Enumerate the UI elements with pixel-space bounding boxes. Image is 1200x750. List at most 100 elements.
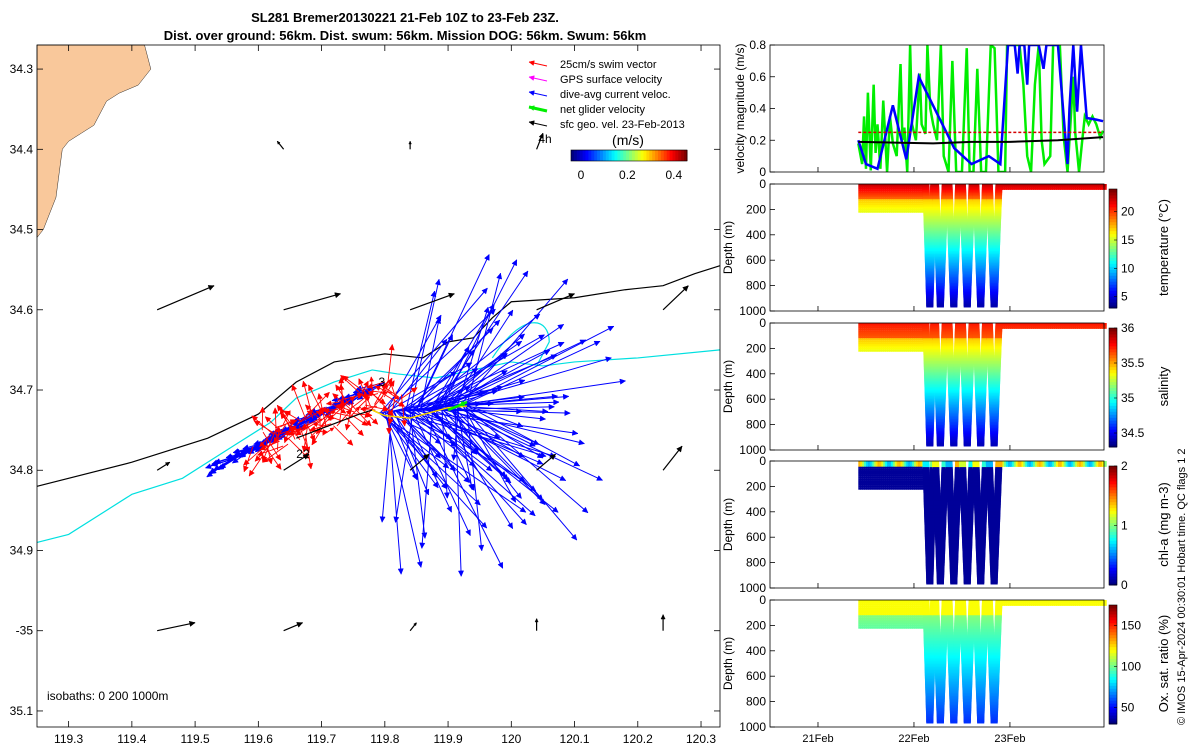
section-cell — [1057, 462, 1061, 465]
section-cell — [873, 206, 877, 209]
section-cell — [1046, 464, 1050, 467]
section-cell — [960, 365, 968, 369]
section-cell — [912, 338, 915, 341]
section-cell — [890, 481, 894, 484]
section-cell — [898, 340, 902, 343]
current-vector — [466, 272, 503, 405]
section-cell — [1067, 185, 1071, 188]
section-cell — [871, 485, 875, 488]
section-cell — [986, 348, 994, 352]
section-cell — [934, 517, 942, 521]
section-cell — [950, 441, 958, 445]
x-tick-label: 119.5 — [181, 732, 210, 746]
speed-colorbar-cell — [626, 150, 630, 161]
section-cell — [923, 344, 931, 348]
section-cell — [990, 440, 998, 444]
section-cell — [987, 214, 995, 218]
section-cell — [860, 195, 863, 198]
section-cell — [902, 330, 906, 333]
section-cell — [910, 203, 913, 206]
section-cell — [922, 323, 930, 326]
y-tick-label: 34.8 — [10, 463, 34, 477]
section-cell — [961, 240, 969, 244]
section-cell — [934, 528, 942, 532]
section-cell — [919, 204, 923, 207]
section-cell — [953, 212, 961, 216]
section-cell — [959, 190, 967, 194]
swim-vector — [311, 426, 324, 446]
section-cell — [991, 295, 999, 299]
section-cell — [889, 478, 892, 481]
section-cell — [924, 511, 932, 515]
section-cell — [979, 254, 987, 258]
section-cell — [938, 397, 946, 401]
section-cell — [900, 476, 904, 479]
geovel-arrow — [536, 132, 544, 150]
section-cell — [864, 206, 867, 209]
section-cell — [938, 260, 946, 264]
section-cell — [860, 336, 863, 339]
section-cell — [1052, 461, 1055, 464]
section-cell — [883, 332, 886, 335]
section-cell — [1056, 184, 1059, 187]
section-cell — [923, 231, 931, 235]
section-cell — [865, 474, 869, 477]
section-cell — [974, 240, 982, 244]
section-cell — [966, 225, 974, 229]
section-cell — [965, 264, 973, 268]
section-cell — [881, 476, 885, 479]
swim-vector — [256, 445, 284, 457]
section-cell — [875, 184, 879, 187]
section-cell — [965, 255, 973, 259]
section-cell — [923, 226, 931, 230]
section-cell — [875, 338, 879, 341]
section-cell — [973, 212, 981, 216]
section-cell — [923, 483, 931, 487]
section-cell — [873, 187, 877, 190]
section-cell — [923, 206, 931, 210]
section-cell — [967, 361, 975, 365]
depth-tick-label: 600 — [746, 253, 766, 267]
section-cell — [1090, 187, 1094, 190]
section-cell — [910, 204, 913, 207]
section-cell — [887, 462, 890, 465]
section-cell — [910, 201, 913, 204]
section-cell — [985, 184, 993, 187]
section-cell — [959, 191, 967, 195]
section-cell — [1050, 464, 1053, 467]
section-cell — [979, 383, 987, 387]
section-cell — [980, 228, 988, 232]
section-cell — [974, 380, 982, 384]
section-cell — [927, 411, 935, 415]
section-cell — [912, 485, 915, 488]
section-cell — [1017, 326, 1021, 329]
section-cell — [1044, 184, 1048, 187]
section-cell — [960, 364, 968, 368]
section-cell — [973, 208, 981, 212]
section-cell — [968, 184, 976, 187]
swim-vector — [344, 400, 354, 431]
section-cell — [934, 382, 942, 386]
section-cell — [877, 340, 881, 343]
section-cell — [986, 197, 994, 201]
section-cell — [892, 326, 896, 329]
section-cell — [927, 547, 935, 551]
section-cell — [1065, 326, 1069, 329]
land-mass — [36, 44, 152, 239]
section-cell — [915, 197, 919, 200]
section-cell — [928, 383, 936, 387]
section-cell — [947, 229, 955, 233]
section-cell — [908, 349, 911, 352]
section-cell — [1102, 187, 1105, 190]
current-vector — [461, 404, 578, 541]
section-cell — [858, 332, 862, 335]
section-cell — [889, 483, 892, 486]
section-cell — [887, 323, 890, 326]
section-cell — [1009, 184, 1013, 187]
section-cell — [1094, 462, 1098, 465]
section-cell — [1025, 326, 1029, 329]
section-cell — [900, 326, 904, 329]
section-cell — [979, 394, 987, 398]
section-cell — [1102, 323, 1105, 326]
section-cell — [919, 338, 923, 341]
